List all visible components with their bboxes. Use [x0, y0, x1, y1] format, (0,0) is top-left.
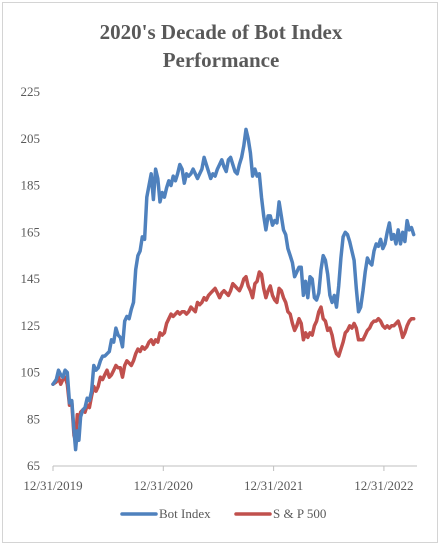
series-line-bot-index [51, 127, 416, 452]
y-tick-label: 85 [27, 411, 40, 426]
legend: Bot Index S & P 500 [120, 506, 326, 521]
chart-title: 2020's Decade of Bot Index Performance [0, 18, 442, 74]
series-line-s-and-p-500 [51, 270, 416, 443]
x-axis: 12/31/2019 12/31/2020 12/31/2021 12/31/2022 [23, 465, 417, 493]
series-lines [51, 127, 416, 452]
y-tick-label: 145 [21, 271, 41, 286]
y-tick-label: 225 [21, 84, 41, 99]
x-tick-label: 12/31/2020 [134, 478, 193, 493]
chart-title-line-1: 2020's Decade of Bot Index [99, 20, 343, 44]
y-tick-label: 105 [21, 365, 41, 380]
x-tick-label: 12/31/2021 [244, 478, 303, 493]
x-tick-label: 12/31/2022 [354, 478, 413, 493]
legend-label-s-and-p-500: S & P 500 [273, 506, 326, 521]
y-tick-label: 205 [21, 131, 41, 146]
y-tick-label: 125 [21, 318, 41, 333]
x-tick-label: 12/31/2019 [23, 478, 82, 493]
y-tick-label: 165 [21, 224, 41, 239]
chart-title-line-2: Performance [162, 48, 280, 72]
y-axis: 65 85 105 125 145 165 185 205 225 [21, 84, 41, 473]
y-tick-label: 185 [21, 178, 41, 193]
y-tick-label: 65 [27, 458, 40, 473]
legend-label-bot-index: Bot Index [159, 506, 211, 521]
